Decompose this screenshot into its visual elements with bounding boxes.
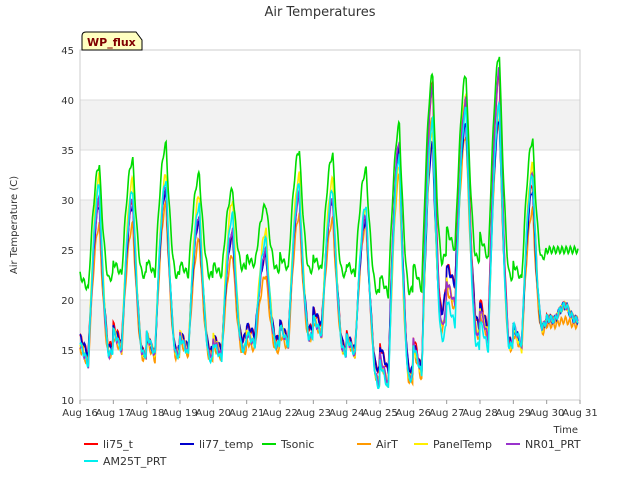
x-axis-label: Time [553, 425, 578, 436]
x-tick-label: Aug 27 [429, 408, 464, 419]
x-tick-label: Aug 28 [462, 408, 497, 419]
y-tick-label: 30 [61, 196, 74, 207]
series-line-tsonic [79, 56, 579, 299]
site-badge: WP_flux [81, 31, 143, 51]
legend: li75_t li77_temp Tsonic AirT PanelTemp NR01_P… [84, 438, 581, 468]
x-tick-label: Aug 30 [529, 408, 564, 419]
x-tick-label: Aug 19 [162, 408, 197, 419]
x-tick-label: Aug 24 [329, 408, 364, 419]
x-tick-label: Aug 18 [129, 408, 164, 419]
legend-label: AirT [376, 438, 398, 451]
grid-band [80, 300, 580, 350]
x-tick-label: Aug 22 [262, 408, 297, 419]
grid-band [80, 100, 580, 150]
y-tick-label: 35 [61, 146, 74, 157]
x-tick-label: Aug 25 [362, 408, 397, 419]
legend-label: li75_t [103, 438, 134, 451]
y-axis-label: Air Temperature (C) [9, 176, 20, 274]
x-tick-label: Aug 17 [96, 408, 131, 419]
x-tick-label: Aug 29 [496, 408, 531, 419]
x-tick-label: Aug 21 [229, 408, 264, 419]
plot-frame [79, 49, 581, 401]
legend-label: PanelTemp [433, 438, 492, 451]
x-tick-label: Aug 23 [296, 408, 331, 419]
x-tick-label: Aug 31 [562, 408, 597, 419]
legend-label: NR01_PRT [525, 438, 581, 451]
y-tick-label: 15 [61, 346, 74, 357]
x-tick-label: Aug 26 [396, 408, 431, 419]
y-tick-label: 40 [61, 96, 74, 107]
y-tick-label: 45 [61, 46, 74, 57]
x-tick-label: Aug 20 [196, 408, 231, 419]
y-tick-label: 20 [61, 296, 74, 307]
x-tick-label: Aug 16 [62, 408, 97, 419]
legend-label: AM25T_PRT [103, 455, 167, 468]
site-badge-label: WP_flux [87, 36, 136, 49]
site-badge-box [81, 31, 143, 51]
legend-label: li77_temp [199, 438, 253, 451]
series-line-am25t-prt [79, 100, 579, 390]
legend-label: Tsonic [280, 438, 314, 451]
chart-title: Air Temperatures [264, 5, 375, 20]
y-tick-label: 10 [61, 396, 74, 407]
series-lines [79, 56, 579, 390]
y-tick-label: 25 [61, 246, 74, 257]
y-axis-ticks: 10 15 20 25 30 35 40 45 [61, 46, 74, 407]
